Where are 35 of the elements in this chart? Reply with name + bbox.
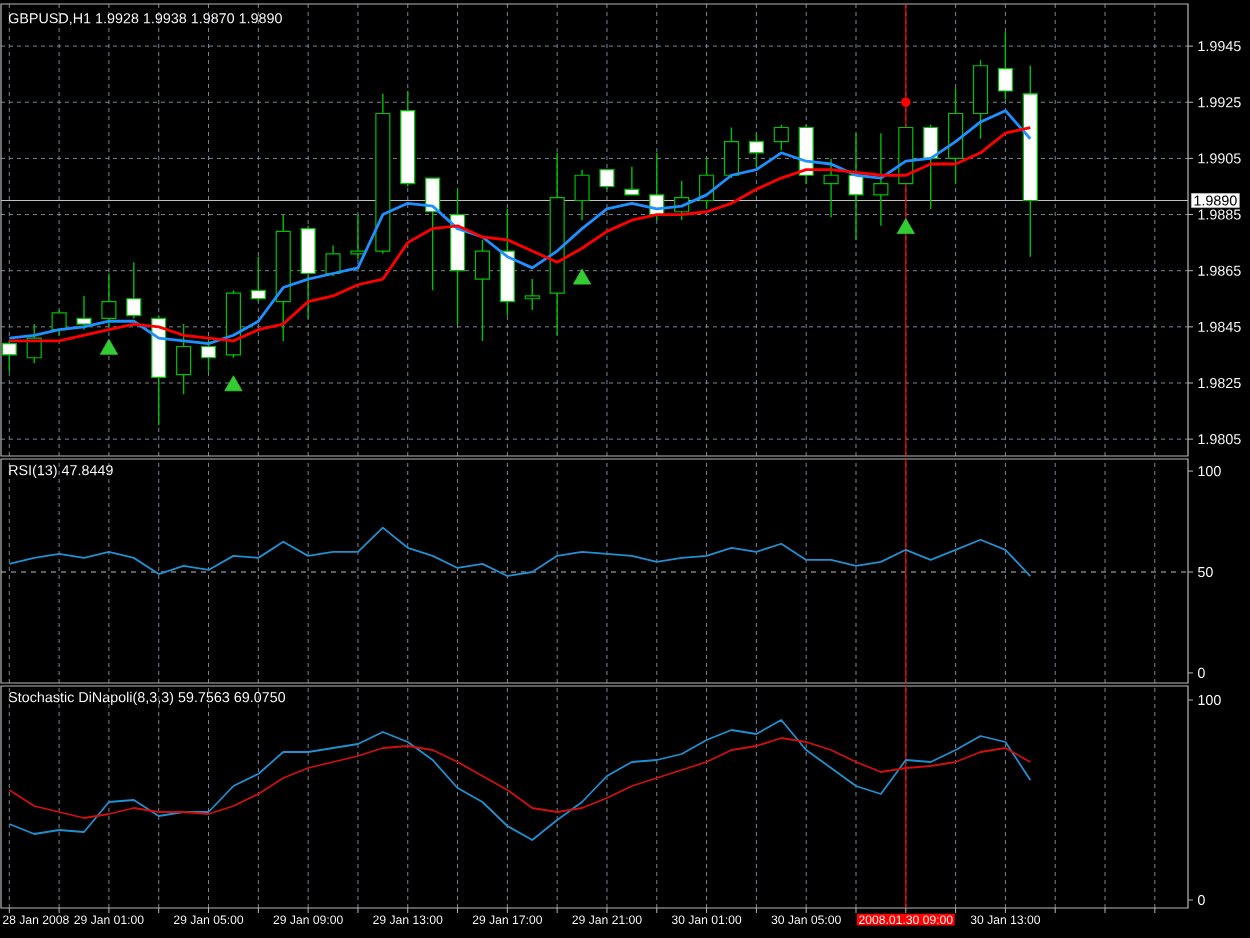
point xyxy=(573,268,592,285)
candlestick xyxy=(723,126,740,179)
candlestick xyxy=(773,124,789,151)
candlestick xyxy=(300,225,316,320)
candlestick xyxy=(474,239,491,342)
candlestick xyxy=(748,132,764,168)
candlestick xyxy=(923,124,939,210)
candlestick xyxy=(873,132,889,227)
candlestick xyxy=(176,323,192,395)
line-series xyxy=(8,526,1032,577)
candlestick xyxy=(524,278,540,311)
candlestick xyxy=(76,295,92,331)
candlestick xyxy=(948,87,964,185)
candlestick xyxy=(350,213,366,261)
candlestick xyxy=(574,168,590,221)
candlestick xyxy=(972,59,989,140)
candlestick xyxy=(848,132,864,241)
point xyxy=(99,338,118,355)
candlestick xyxy=(599,168,615,190)
candlestick xyxy=(624,166,640,196)
candlestick xyxy=(51,309,67,336)
line-series xyxy=(8,719,1032,841)
candlestick xyxy=(1,340,17,373)
point xyxy=(900,97,911,108)
candlestick xyxy=(200,337,217,373)
line-series xyxy=(8,737,1032,819)
candlestick xyxy=(101,272,117,328)
point xyxy=(896,218,915,234)
candlestick xyxy=(126,261,142,320)
candlestick xyxy=(425,177,441,292)
candlestick xyxy=(997,31,1013,101)
candlestick xyxy=(325,244,341,278)
candlestick xyxy=(823,157,839,219)
candlestick xyxy=(250,255,266,303)
point xyxy=(224,375,243,392)
